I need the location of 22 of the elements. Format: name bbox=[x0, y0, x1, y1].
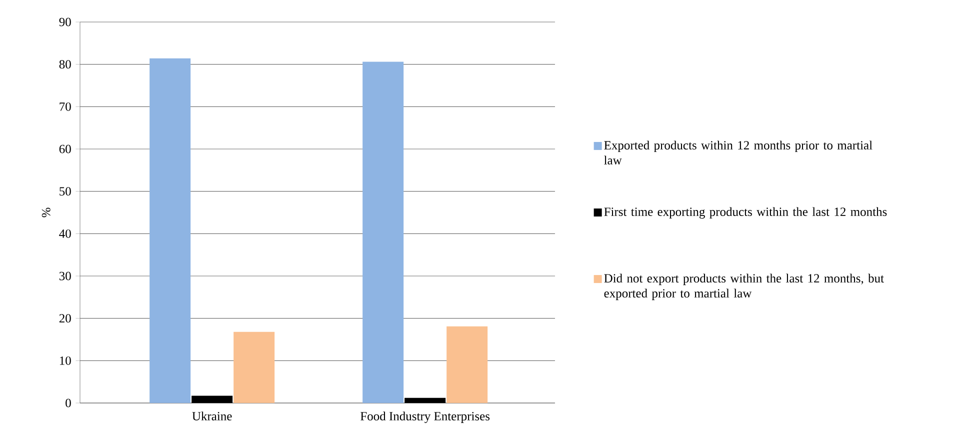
bar bbox=[234, 332, 275, 403]
y-tick-label: 80 bbox=[59, 60, 71, 69]
y-tick-label: 50 bbox=[60, 187, 71, 196]
y-tick-label: 20 bbox=[59, 314, 71, 323]
bar bbox=[362, 62, 404, 403]
legend-label: First time exporting products within the last 12 months bbox=[604, 207, 887, 219]
x-tick-label: Ukraine bbox=[192, 412, 232, 420]
y-tick-label: 0 bbox=[66, 398, 71, 408]
y-tick-label: 30 bbox=[59, 272, 71, 280]
y-tick-label: 60 bbox=[59, 144, 71, 154]
bar bbox=[192, 396, 233, 403]
y-tick-label: 90 bbox=[59, 18, 71, 26]
x-tick-label: Food Industry Enterprises bbox=[360, 412, 490, 423]
y-tick-label: 40 bbox=[59, 229, 71, 238]
bar bbox=[446, 326, 488, 403]
y-tick-label: 70 bbox=[60, 102, 71, 111]
bar bbox=[404, 398, 446, 403]
y-axis-title: % bbox=[42, 208, 50, 218]
legend-label: Did not export products within the last 12 months, but exported prior to martial law bbox=[604, 274, 884, 300]
bar bbox=[150, 58, 191, 403]
legend-label: Exported products within 12 months prior to martial law bbox=[604, 140, 872, 164]
y-tick-label: 10 bbox=[60, 356, 71, 365]
